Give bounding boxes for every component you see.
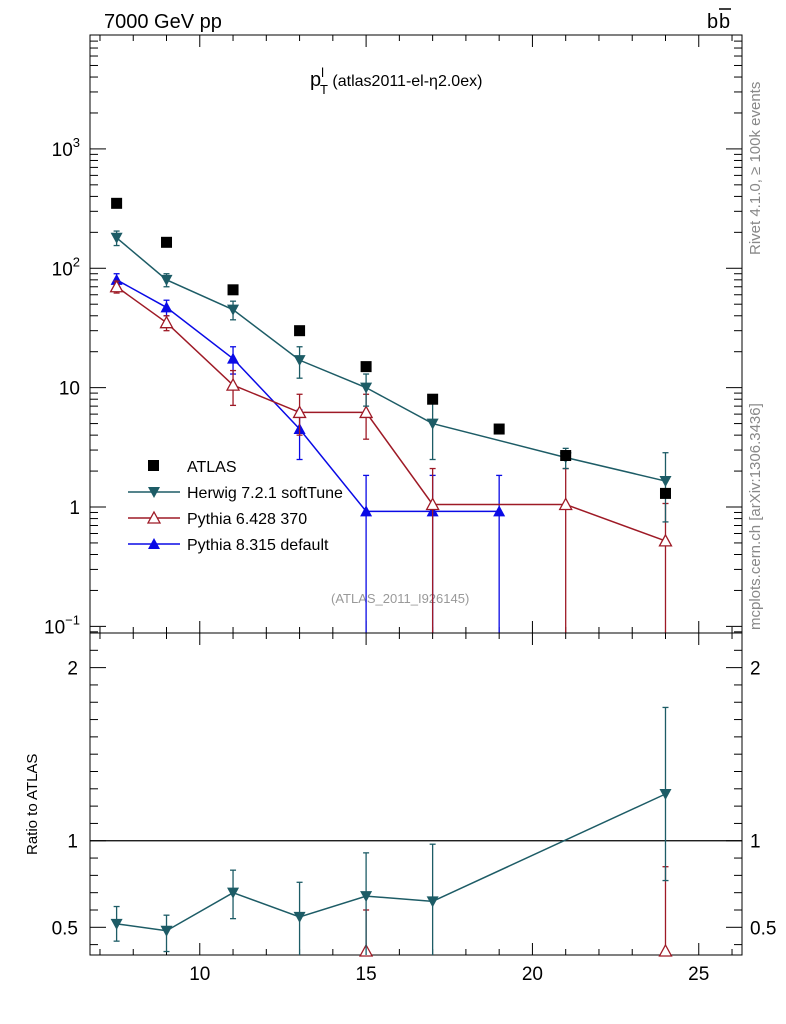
analysis-watermark: (ATLAS_2011_I926145): [331, 591, 469, 606]
main-point-atlas: [427, 393, 439, 405]
ratio-y-axis-label: Ratio to ATLAS: [24, 754, 41, 855]
main-point-atlas: [294, 325, 306, 337]
ratio-point-herwig-7-2-1-softtune: [426, 896, 439, 908]
legend-marker-pythia8: [148, 538, 160, 549]
x-tick-label: 15: [356, 964, 377, 985]
main-point-herwig-7-2-1-softtune: [160, 274, 173, 286]
legend-label-pythia8: Pythia 8.315 default: [187, 537, 329, 554]
main-point-herwig-7-2-1-softtune: [293, 355, 306, 367]
ratio-point-pythia-6-428-370: [658, 943, 673, 957]
main-title-sub: T: [320, 82, 328, 97]
main-title: pl T (atlas2011-el-η2.0ex): [310, 65, 482, 97]
header-energy-label: 7000 GeV pp: [104, 11, 222, 33]
legend-label-herwig: Herwig 7.2.1 softTune: [187, 485, 343, 502]
main-point-pythia-6-428-370: [109, 279, 124, 293]
main-point-herwig-7-2-1-softtune: [110, 232, 123, 244]
main-point-pythia-8-315-default: [110, 273, 123, 285]
ratio-point-herwig-7-2-1-softtune: [160, 925, 173, 937]
main-point-herwig-7-2-1-softtune: [227, 304, 240, 316]
main-point-pythia-6-428-370: [292, 405, 307, 419]
main-point-pythia-6-428-370: [359, 405, 374, 419]
main-point-pythia-6-428-370: [558, 497, 573, 511]
main-title-sup: l: [321, 65, 324, 80]
legend-label-pythia6: Pythia 6.428 370: [187, 511, 307, 528]
main-point-pythia-6-428-370: [425, 497, 440, 511]
main-point-herwig-7-2-1-softtune: [659, 476, 672, 488]
main-y-tick-label: 10−1: [44, 612, 80, 638]
main-y-tick-label: 103: [52, 135, 80, 161]
main-point-pythia-6-428-370: [658, 533, 673, 547]
main-y-tick-label: 102: [52, 254, 80, 280]
legend: ATLAS Herwig 7.2.1 softTune Pythia 6.428…: [128, 459, 343, 554]
ratio-y-tick-label-left: 1: [67, 832, 78, 853]
process-label-b: b: [707, 11, 718, 33]
main-title-rest: (atlas2011-el-η2.0ex): [328, 73, 482, 90]
ratio-point-herwig-7-2-1-softtune: [360, 891, 373, 903]
ratio-point-herwig-7-2-1-softtune: [227, 887, 240, 899]
main-y-tick-label: 10: [59, 379, 80, 400]
ratio-y-tick-label-right: 2: [750, 659, 761, 680]
main-line-herwig-7-2-1-softtune: [116, 237, 666, 482]
x-tick-labels: 10 15 20 25: [189, 964, 709, 985]
main-point-atlas: [493, 423, 505, 435]
main-point-atlas: [560, 450, 572, 462]
main-point-herwig-7-2-1-softtune: [360, 382, 373, 394]
main-point-pythia-8-315-default: [493, 505, 506, 517]
main-point-pythia-8-315-default: [160, 301, 173, 313]
y-tick-base: 1: [69, 498, 80, 519]
ratio-frame: [89, 632, 743, 956]
main-point-atlas: [111, 197, 123, 209]
y-tick-exponent: −1: [65, 612, 80, 627]
y-tick-exponent: 2: [73, 254, 80, 269]
process-label: b b: [707, 8, 731, 33]
ratio-series-group: [110, 706, 673, 957]
main-point-herwig-7-2-1-softtune: [426, 418, 439, 430]
legend-marker-herwig: [148, 487, 160, 498]
ratio-y-tick-labels: 0.5 0.5 1 1 2 2: [52, 659, 777, 940]
ratio-point-herwig-7-2-1-softtune: [659, 789, 672, 800]
main-series-group: [109, 197, 673, 633]
main-point-pythia-6-428-370: [225, 377, 241, 391]
main-point-pythia-8-315-default: [360, 505, 373, 517]
y-tick-base: 10: [52, 140, 73, 161]
ratio-y-tick-label-right: 0.5: [750, 918, 776, 939]
ratio-panel: 0.5 0.5 1 1 2 2 10 15 20 25 Ratio to ATLAS: [24, 632, 777, 985]
main-title-p: p: [310, 69, 321, 91]
y-tick-base: 10: [44, 617, 65, 638]
ratio-y-tick-label-left: 2: [67, 659, 78, 680]
legend-label-atlas: ATLAS: [187, 459, 237, 476]
x-tick-label: 20: [522, 964, 543, 985]
main-point-atlas: [360, 361, 372, 373]
mcplots-label: mcplots.cern.ch [arXiv:1306.3436]: [747, 403, 764, 630]
main-line-pythia-8-315-default: [116, 279, 500, 513]
ratio-line-herwig-7-2-1-softtune: [116, 793, 666, 932]
main-point-atlas: [659, 487, 671, 499]
x-tick-label: 25: [688, 964, 709, 985]
ratio-y-tick-label-left: 0.5: [52, 918, 78, 939]
legend-marker-pythia6: [146, 510, 162, 524]
ratio-y-tick-label-right: 1: [750, 832, 761, 853]
main-y-tick-label: 1: [69, 498, 80, 519]
ratio-point-herwig-7-2-1-softtune: [293, 911, 306, 923]
ratio-axis-ticks: [90, 632, 742, 955]
y-tick-exponent: 3: [73, 135, 80, 150]
y-tick-base: 10: [59, 379, 80, 400]
x-tick-label: 10: [189, 964, 210, 985]
main-point-atlas: [161, 236, 173, 248]
y-tick-base: 10: [52, 259, 73, 280]
process-label-bbar: b: [719, 11, 730, 33]
main-line-pythia-6-428-370: [116, 286, 666, 542]
main-point-pythia-8-315-default: [227, 352, 240, 364]
main-point-atlas: [227, 284, 239, 296]
rivet-version-label: Rivet 4.1.0, ≥ 100k events: [747, 82, 764, 255]
ratio-point-herwig-7-2-1-softtune: [110, 918, 123, 930]
main-point-pythia-6-428-370: [159, 315, 174, 329]
legend-marker-atlas: [148, 460, 159, 471]
